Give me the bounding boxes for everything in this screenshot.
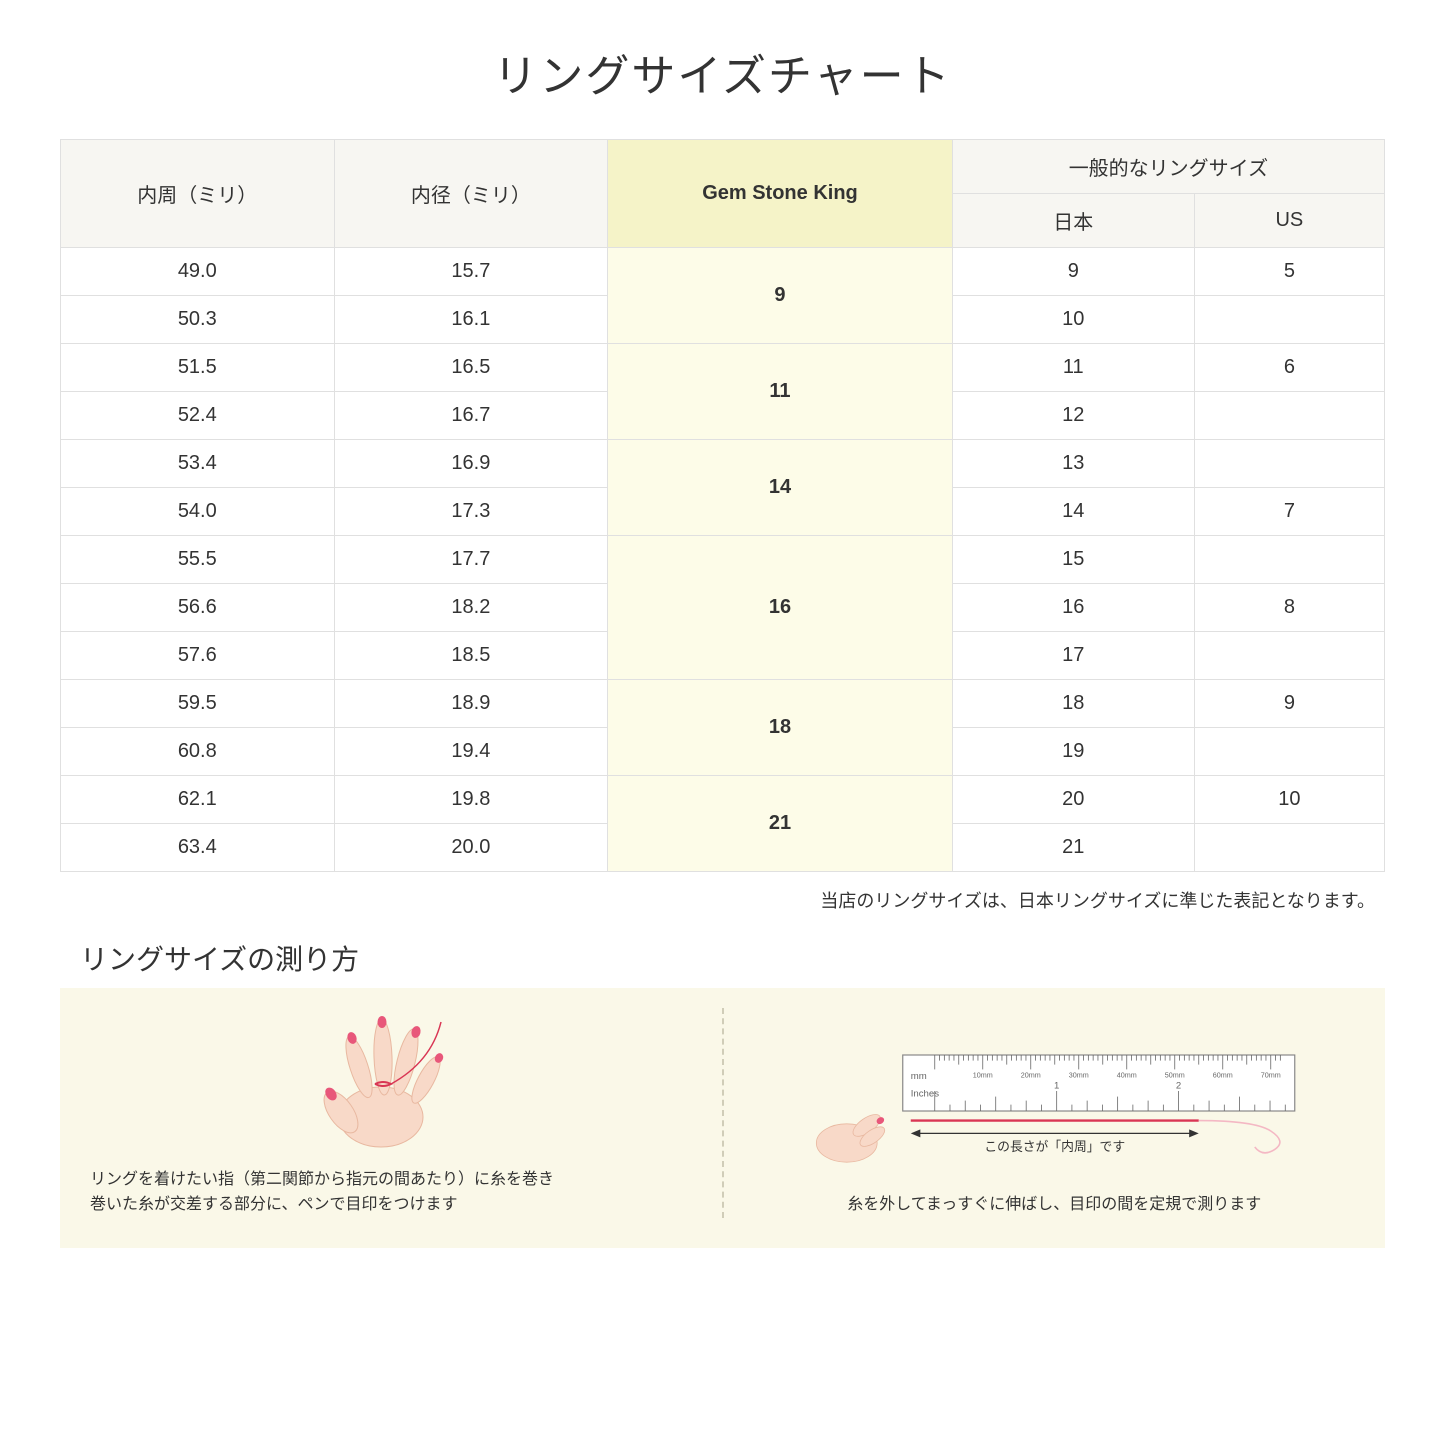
svg-text:40mm: 40mm xyxy=(1116,1071,1136,1080)
cell-us xyxy=(1194,440,1384,488)
cell-japan: 21 xyxy=(952,824,1194,872)
cell-japan: 18 xyxy=(952,680,1194,728)
cell-japan: 10 xyxy=(952,296,1194,344)
cell-japan: 13 xyxy=(952,440,1194,488)
ruler-mm-label: mm xyxy=(910,1071,926,1082)
measure-panel-right: mm Inches 10mm20mm30mm40mm50mm60mm70mm 1… xyxy=(724,1008,1356,1218)
svg-text:20mm: 20mm xyxy=(1020,1071,1040,1080)
cell-diameter: 20.0 xyxy=(334,824,608,872)
cell-gsk: 18 xyxy=(608,680,953,776)
cell-japan: 9 xyxy=(952,248,1194,296)
ruler-illustration: mm Inches 10mm20mm30mm40mm50mm60mm70mm 1… xyxy=(754,1037,1356,1177)
cell-circumference: 62.1 xyxy=(61,776,335,824)
ruler-measurement-label: この長さが「内周」です xyxy=(984,1139,1125,1154)
cell-us xyxy=(1194,392,1384,440)
cell-japan: 11 xyxy=(952,344,1194,392)
cell-circumference: 54.0 xyxy=(61,488,335,536)
measure-right-text: 糸を外してまっすぐに伸ばし、目印の間を定規で測ります xyxy=(754,1192,1356,1218)
table-row: 51.516.511116 xyxy=(61,344,1385,392)
header-gsk: Gem Stone King xyxy=(608,140,953,248)
table-row: 62.119.8212010 xyxy=(61,776,1385,824)
measure-panel-left: リングを着けたい指（第二関節から指元の間あたり）に糸を巻き巻いた糸が交差する部分… xyxy=(90,1008,724,1218)
header-japan: 日本 xyxy=(952,194,1194,248)
cell-circumference: 51.5 xyxy=(61,344,335,392)
svg-text:60mm: 60mm xyxy=(1212,1071,1232,1080)
cell-circumference: 55.5 xyxy=(61,536,335,584)
ruler-icon: mm Inches 10mm20mm30mm40mm50mm60mm70mm 1… xyxy=(754,1047,1356,1167)
measure-left-text: リングを着けたい指（第二関節から指元の間あたり）に糸を巻き巻いた糸が交差する部分… xyxy=(90,1167,692,1218)
cell-diameter: 19.4 xyxy=(334,728,608,776)
cell-us: 10 xyxy=(1194,776,1384,824)
page-title: リングサイズチャート xyxy=(60,40,1385,104)
cell-gsk: 14 xyxy=(608,440,953,536)
cell-us: 8 xyxy=(1194,584,1384,632)
header-general: 一般的なリングサイズ xyxy=(952,140,1384,194)
cell-us xyxy=(1194,296,1384,344)
cell-circumference: 56.6 xyxy=(61,584,335,632)
svg-text:10mm: 10mm xyxy=(972,1071,992,1080)
svg-text:1: 1 xyxy=(1053,1081,1058,1092)
cell-us xyxy=(1194,536,1384,584)
cell-us xyxy=(1194,728,1384,776)
table-row: 53.416.91413 xyxy=(61,440,1385,488)
cell-gsk: 11 xyxy=(608,344,953,440)
cell-circumference: 53.4 xyxy=(61,440,335,488)
cell-us: 5 xyxy=(1194,248,1384,296)
cell-diameter: 16.9 xyxy=(334,440,608,488)
cell-gsk: 21 xyxy=(608,776,953,872)
table-row: 49.015.7995 xyxy=(61,248,1385,296)
cell-diameter: 16.5 xyxy=(334,344,608,392)
cell-japan: 15 xyxy=(952,536,1194,584)
cell-japan: 20 xyxy=(952,776,1194,824)
hand-wrap-illustration xyxy=(90,1012,692,1152)
cell-diameter: 17.3 xyxy=(334,488,608,536)
svg-text:30mm: 30mm xyxy=(1068,1071,1088,1080)
cell-circumference: 52.4 xyxy=(61,392,335,440)
cell-us: 9 xyxy=(1194,680,1384,728)
cell-circumference: 59.5 xyxy=(61,680,335,728)
cell-circumference: 57.6 xyxy=(61,632,335,680)
header-diameter: 内径（ミリ） xyxy=(334,140,608,248)
cell-circumference: 63.4 xyxy=(61,824,335,872)
cell-japan: 17 xyxy=(952,632,1194,680)
cell-japan: 12 xyxy=(952,392,1194,440)
cell-diameter: 17.7 xyxy=(334,536,608,584)
cell-gsk: 16 xyxy=(608,536,953,680)
cell-diameter: 15.7 xyxy=(334,248,608,296)
cell-diameter: 18.5 xyxy=(334,632,608,680)
cell-us xyxy=(1194,632,1384,680)
cell-japan: 14 xyxy=(952,488,1194,536)
cell-japan: 19 xyxy=(952,728,1194,776)
cell-us: 7 xyxy=(1194,488,1384,536)
header-us: US xyxy=(1194,194,1384,248)
svg-text:2: 2 xyxy=(1175,1081,1180,1092)
cell-diameter: 18.2 xyxy=(334,584,608,632)
cell-us xyxy=(1194,824,1384,872)
measure-title: リングサイズの測り方 xyxy=(60,938,1385,978)
cell-diameter: 16.1 xyxy=(334,296,608,344)
table-row: 59.518.918189 xyxy=(61,680,1385,728)
cell-circumference: 50.3 xyxy=(61,296,335,344)
cell-diameter: 16.7 xyxy=(334,392,608,440)
cell-us: 6 xyxy=(1194,344,1384,392)
svg-text:50mm: 50mm xyxy=(1164,1071,1184,1080)
table-row: 55.517.71615 xyxy=(61,536,1385,584)
cell-diameter: 18.9 xyxy=(334,680,608,728)
svg-text:70mm: 70mm xyxy=(1260,1071,1280,1080)
cell-circumference: 60.8 xyxy=(61,728,335,776)
cell-diameter: 19.8 xyxy=(334,776,608,824)
ring-size-table: 内周（ミリ） 内径（ミリ） Gem Stone King 一般的なリングサイズ … xyxy=(60,139,1385,872)
header-circumference: 内周（ミリ） xyxy=(61,140,335,248)
table-note: 当店のリングサイズは、日本リングサイズに準じた表記となります。 xyxy=(60,887,1385,913)
cell-circumference: 49.0 xyxy=(61,248,335,296)
measure-section: リングを着けたい指（第二関節から指元の間あたり）に糸を巻き巻いた糸が交差する部分… xyxy=(60,988,1385,1248)
cell-gsk: 9 xyxy=(608,248,953,344)
hand-icon xyxy=(291,1012,491,1152)
cell-japan: 16 xyxy=(952,584,1194,632)
